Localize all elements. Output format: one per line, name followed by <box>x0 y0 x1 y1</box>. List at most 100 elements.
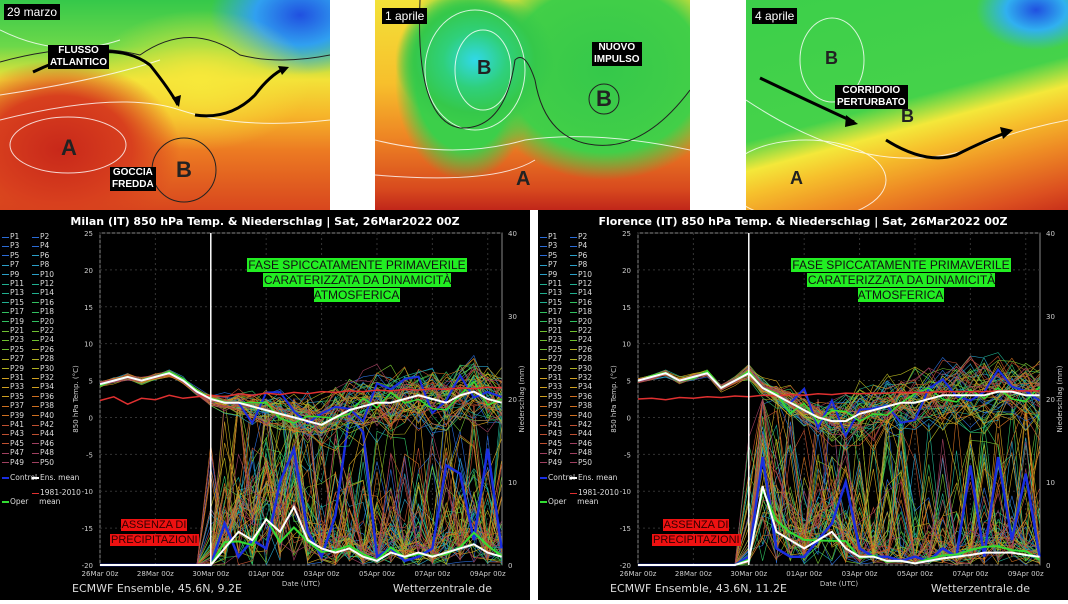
legend-swatch <box>32 368 39 370</box>
y2-tick-label: 10 <box>508 479 517 487</box>
legend-item-p13: P13 <box>540 288 562 297</box>
legend-item-p18: P18 <box>570 307 592 316</box>
y-tick-label: -10 <box>620 488 631 496</box>
legend-item-p14: P14 <box>570 288 592 297</box>
legend-swatch <box>32 349 39 351</box>
flow-arrow <box>194 66 286 118</box>
legend-swatch <box>540 311 547 313</box>
legend-swatch <box>32 386 39 388</box>
legend-item-p42: P42 <box>570 420 592 429</box>
x-tick-label: 01Apr 00z <box>786 570 822 578</box>
label-nuovo-impulso: NUOVO IMPULSO <box>592 42 642 66</box>
legend-item-p1: P1 <box>540 232 557 241</box>
legend-item-p49: P49 <box>540 458 562 467</box>
flow-arrow <box>759 76 855 124</box>
legend-item-p26: P26 <box>32 345 54 354</box>
legend-swatch <box>2 424 9 426</box>
florence-ensemble-chart: Florence (IT) 850 hPa Temp. & Niederschl… <box>538 210 1068 600</box>
climate-mean-line <box>637 390 1040 401</box>
climate-mean-line <box>99 386 502 406</box>
legend-swatch <box>32 396 39 398</box>
legend-item-p26: P26 <box>570 345 592 354</box>
legend-swatch <box>570 368 577 370</box>
y2-tick-label: 40 <box>508 230 517 238</box>
label-goccia-fredda: GOCCIA FREDDA <box>110 167 156 191</box>
legend-swatch <box>570 302 577 304</box>
legend-item-p11: P11 <box>540 279 562 288</box>
x-tick-label: 09Apr 00z <box>470 570 506 578</box>
legend-swatch <box>540 292 547 294</box>
legend-swatch <box>32 302 39 304</box>
x-tick-label: 26Mar 00z <box>82 570 119 578</box>
legend-item-p16: P16 <box>570 298 592 307</box>
legend-swatch <box>540 236 547 238</box>
legend-item-p36: P36 <box>570 392 592 401</box>
legend-swatch <box>540 255 547 257</box>
legend-item-p9: P9 <box>540 270 557 279</box>
legend-item-p7: P7 <box>540 260 557 269</box>
legend-item-p24: P24 <box>570 335 592 344</box>
x-tick-label: 26Mar 00z <box>620 570 657 578</box>
y-tick-label: -20 <box>82 562 93 570</box>
legend-swatch <box>32 452 39 454</box>
map-date-label: 29 marzo <box>4 4 61 20</box>
legend-swatch <box>2 405 9 407</box>
legend-item-p48: P48 <box>32 448 54 457</box>
legend-swatch <box>32 292 39 294</box>
legend-item-p22: P22 <box>32 326 54 335</box>
legend-item-p34: P34 <box>570 382 592 391</box>
legend-swatch <box>32 405 39 407</box>
legend-item-climate-mean: 1981-2010 mean <box>32 488 81 506</box>
legend-item-p14: P14 <box>32 288 54 297</box>
legend-item-p12: P12 <box>570 279 592 288</box>
x-axis-label: Date (UTC) <box>820 580 859 588</box>
legend-swatch <box>32 264 39 266</box>
y-axis-label: 850 hPa Temp. (°C) <box>72 365 80 433</box>
legend-item-p45: P45 <box>540 439 562 448</box>
y2-axis-label: Niederschlag (mm) <box>518 365 526 432</box>
legend-item: Oper <box>540 497 566 506</box>
legend-swatch <box>570 311 577 313</box>
legend-swatch <box>540 302 547 304</box>
legend-swatch <box>2 358 9 360</box>
legend-swatch <box>2 377 9 379</box>
legend-swatch <box>32 377 39 379</box>
legend-item-p2: P2 <box>570 232 587 241</box>
y-tick-label: -5 <box>624 451 631 459</box>
legend-item-p29: P29 <box>540 364 562 373</box>
legend-swatch <box>32 443 39 445</box>
legend-swatch <box>540 424 547 426</box>
temp-member-line <box>637 356 1040 423</box>
legend-item-p20: P20 <box>32 317 54 326</box>
legend-swatch <box>570 255 577 257</box>
legend-swatch <box>32 433 39 435</box>
legend-swatch <box>570 415 577 417</box>
label-flusso-atlantico: FLUSSO ATLANTICO <box>48 45 110 69</box>
legend-item-p2: P2 <box>32 232 49 241</box>
legend-item-p5: P5 <box>540 251 557 260</box>
map-date-label: 4 aprile <box>752 8 798 24</box>
legend-swatch <box>540 264 547 266</box>
high-pressure-label: A <box>516 168 531 190</box>
legend-swatch <box>2 292 9 294</box>
legend-swatch <box>570 386 577 388</box>
legend-item-p10: P10 <box>570 270 592 279</box>
map-overlay <box>375 0 690 179</box>
legend-swatch <box>570 405 577 407</box>
legend-item-p31: P31 <box>2 373 24 382</box>
legend-item-p39: P39 <box>2 411 24 420</box>
legend-item-p21: P21 <box>2 326 24 335</box>
legend-item-p17: P17 <box>540 307 562 316</box>
y2-tick-label: 0 <box>508 562 512 570</box>
legend-item-p49: P49 <box>2 458 24 467</box>
legend-swatch <box>32 415 39 417</box>
legend-item-p3: P3 <box>540 241 557 250</box>
legend-item-p35: P35 <box>540 392 562 401</box>
legend-swatch <box>32 339 39 341</box>
x-tick-label: 30Mar 00z <box>730 570 767 578</box>
x-tick-label: 05Apr 00z <box>359 570 395 578</box>
precip-ens-mean-line <box>100 504 502 566</box>
legend-swatch <box>540 443 547 445</box>
legend-item: Ens. mean <box>570 473 617 482</box>
map-overlay <box>746 17 1068 210</box>
